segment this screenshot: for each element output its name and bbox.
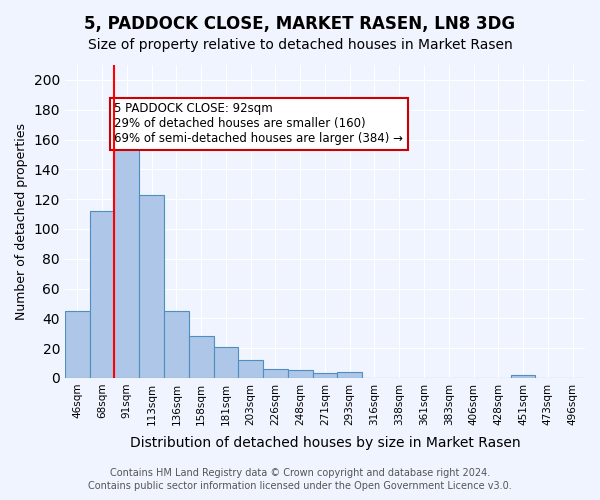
Text: 5, PADDOCK CLOSE, MARKET RASEN, LN8 3DG: 5, PADDOCK CLOSE, MARKET RASEN, LN8 3DG [85, 15, 515, 33]
Bar [139, 194, 164, 378]
Text: Contains HM Land Registry data © Crown copyright and database right 2024.: Contains HM Land Registry data © Crown c… [110, 468, 490, 477]
Bar [214, 346, 238, 378]
Bar [288, 370, 313, 378]
X-axis label: Distribution of detached houses by size in Market Rasen: Distribution of detached houses by size … [130, 436, 520, 450]
Y-axis label: Number of detached properties: Number of detached properties [15, 123, 28, 320]
Bar [89, 211, 115, 378]
Text: Size of property relative to detached houses in Market Rasen: Size of property relative to detached ho… [88, 38, 512, 52]
Bar [238, 360, 263, 378]
Bar [511, 375, 535, 378]
Bar [189, 336, 214, 378]
Text: 5 PADDOCK CLOSE: 92sqm
29% of detached houses are smaller (160)
69% of semi-deta: 5 PADDOCK CLOSE: 92sqm 29% of detached h… [115, 102, 403, 146]
Text: Contains public sector information licensed under the Open Government Licence v3: Contains public sector information licen… [88, 481, 512, 491]
Bar [263, 369, 288, 378]
Bar [313, 374, 337, 378]
Bar [115, 140, 139, 378]
Bar [65, 311, 89, 378]
Bar [337, 372, 362, 378]
Bar [164, 311, 189, 378]
